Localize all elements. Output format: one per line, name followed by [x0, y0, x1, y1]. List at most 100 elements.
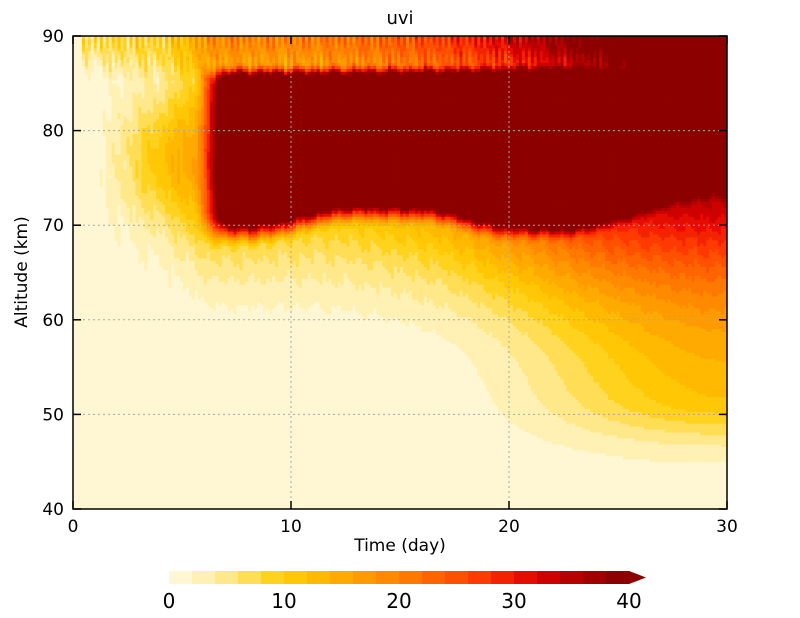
field-cell [127, 400, 130, 403]
field-cell [127, 438, 130, 441]
field-cell [79, 323, 82, 326]
field-cell [79, 379, 82, 382]
field-cell [97, 503, 100, 506]
field-cell [132, 403, 135, 406]
field-cell [127, 382, 130, 385]
field-cell [129, 379, 132, 382]
field-cell [115, 267, 118, 270]
field-cell [115, 131, 118, 134]
field-cell [91, 352, 94, 355]
field-cell [88, 290, 91, 293]
field-cell [91, 311, 94, 314]
field-cell [88, 261, 91, 264]
field-cell [115, 494, 118, 497]
field-cell [76, 175, 79, 178]
field-cell [91, 385, 94, 388]
field-cell [94, 51, 97, 54]
field-cell [79, 196, 82, 199]
field-cell [79, 329, 82, 332]
field-cell [91, 355, 94, 358]
field-cell [88, 432, 91, 435]
field-cell [129, 243, 132, 246]
field-cell [85, 278, 88, 281]
field-cell [121, 98, 124, 101]
field-cell [79, 340, 82, 343]
field-cell [103, 379, 106, 382]
field-cell [91, 95, 94, 98]
field-cell [94, 71, 97, 74]
field-cell [112, 275, 115, 278]
field-cell [79, 246, 82, 249]
field-cell [106, 335, 109, 338]
field-cell [112, 382, 115, 385]
field-cell [118, 205, 121, 208]
field-cell [94, 184, 97, 187]
field-cell [85, 349, 88, 352]
field-cell [76, 281, 79, 284]
field-cell [88, 343, 91, 346]
field-cell [127, 352, 130, 355]
field-cell [82, 181, 85, 184]
field-cell [100, 459, 103, 462]
field-cell [109, 104, 112, 107]
field-cell [76, 252, 79, 255]
field-cell [132, 479, 135, 482]
field-cell [118, 293, 121, 296]
field-cell [79, 367, 82, 370]
field-cell [124, 346, 127, 349]
field-cell [109, 488, 112, 491]
field-cell [106, 243, 109, 246]
field-cell [103, 66, 106, 69]
field-cell [115, 299, 118, 302]
field-cell [109, 63, 112, 66]
field-cell [121, 338, 124, 341]
field-cell [88, 320, 91, 323]
field-cell [85, 376, 88, 379]
field-cell [94, 497, 97, 500]
field-cell [135, 432, 138, 435]
field-cell [79, 63, 82, 66]
field-cell [82, 281, 85, 284]
field-cell [100, 370, 103, 373]
field-cell [124, 234, 127, 237]
field-cell [91, 471, 94, 474]
field-cell [106, 465, 109, 468]
field-cell [132, 273, 135, 276]
field-cell [115, 128, 118, 131]
field-cell [124, 459, 127, 462]
field-cell [79, 95, 82, 98]
field-cell [100, 373, 103, 376]
field-cell [76, 335, 79, 338]
field-cell [88, 237, 91, 240]
field-cell [91, 205, 94, 208]
field-cell [91, 261, 94, 264]
field-cell [106, 474, 109, 477]
field-cell [115, 335, 118, 338]
field-cell [97, 332, 100, 335]
field-cell [79, 296, 82, 299]
field-cell [135, 444, 138, 447]
field-cell [124, 92, 127, 95]
field-cell [103, 426, 106, 429]
field-cell [100, 343, 103, 346]
field-cell [100, 54, 103, 57]
field-cell [82, 205, 85, 208]
field-cell [88, 131, 91, 134]
field-cell [97, 429, 100, 432]
field-cell [88, 355, 91, 358]
field-cell [127, 228, 130, 231]
field-cell [129, 284, 132, 287]
field-cell [129, 403, 132, 406]
field-cell [129, 125, 132, 128]
field-cell [85, 234, 88, 237]
field-cell [115, 42, 118, 45]
field-cell [106, 110, 109, 113]
field-cell [118, 196, 121, 199]
field-cell [103, 438, 106, 441]
field-cell [82, 234, 85, 237]
field-cell [121, 207, 124, 210]
field-cell [88, 92, 91, 95]
field-cell [129, 503, 132, 506]
field-cell [85, 379, 88, 382]
field-cell [97, 51, 100, 54]
